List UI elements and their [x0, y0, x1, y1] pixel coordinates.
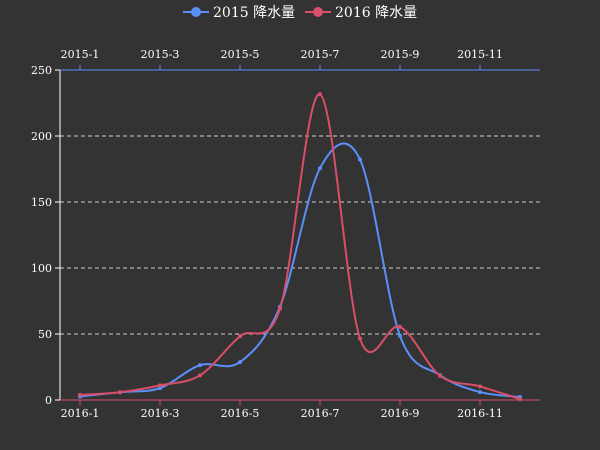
- data-point[interactable]: [358, 157, 362, 161]
- y-tick-label: 150: [31, 196, 52, 209]
- data-point[interactable]: [238, 334, 242, 338]
- x-top-tick-label: 2015-1: [61, 48, 100, 61]
- x-top-tick-label: 2015-11: [457, 48, 503, 61]
- data-point[interactable]: [438, 374, 442, 378]
- data-point[interactable]: [238, 360, 242, 364]
- data-point[interactable]: [318, 166, 322, 170]
- x-bottom-tick-label: 2016-7: [301, 407, 340, 420]
- data-point[interactable]: [398, 325, 402, 329]
- data-point[interactable]: [198, 363, 202, 367]
- chart-series: [78, 92, 522, 401]
- data-point[interactable]: [198, 373, 202, 377]
- data-point[interactable]: [118, 390, 122, 394]
- x-top-tick-label: 2015-3: [141, 48, 180, 61]
- data-point[interactable]: [358, 336, 362, 340]
- data-point[interactable]: [318, 92, 322, 96]
- legend-marker-icon: [313, 7, 323, 17]
- y-tick-label: 200: [31, 130, 52, 143]
- legend-label: 2016 降水量: [335, 5, 417, 21]
- y-tick-label: 250: [31, 64, 52, 77]
- chart-legend[interactable]: 2015 降水量 2016 降水量: [183, 5, 417, 21]
- x-top-tick-label: 2015-5: [221, 48, 260, 61]
- legend-item-2[interactable]: 2016 降水量: [305, 5, 417, 21]
- x-bottom-tick-label: 2016-1: [61, 407, 100, 420]
- legend-label: 2015 降水量: [213, 5, 295, 21]
- y-tick-label: 100: [31, 262, 52, 275]
- series-line-2: [80, 94, 520, 399]
- x-bottom-tick-label: 2016-3: [141, 407, 180, 420]
- data-point[interactable]: [398, 334, 402, 338]
- legend-marker-icon: [191, 7, 201, 17]
- data-point[interactable]: [78, 393, 82, 397]
- legend-item-1[interactable]: 2015 降水量: [183, 5, 295, 21]
- y-tick-label: 50: [38, 328, 52, 341]
- data-point[interactable]: [518, 397, 522, 401]
- data-point[interactable]: [478, 384, 482, 388]
- data-point[interactable]: [158, 383, 162, 387]
- data-point[interactable]: [478, 390, 482, 394]
- x-bottom-tick-label: 2016-5: [221, 407, 260, 420]
- y-tick-label: 0: [45, 394, 52, 407]
- axis-ticks: 0 50 100 150 200 250 2015-1 2015-3 2015-5 2015-7 2…: [31, 48, 503, 420]
- x-bottom-tick-label: 2016-9: [381, 407, 420, 420]
- data-point[interactable]: [278, 307, 282, 311]
- x-bottom-tick-label: 2016-11: [457, 407, 503, 420]
- x-top-tick-label: 2015-7: [301, 48, 340, 61]
- x-top-tick-label: 2015-9: [381, 48, 420, 61]
